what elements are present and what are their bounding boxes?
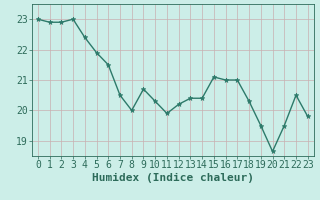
- X-axis label: Humidex (Indice chaleur): Humidex (Indice chaleur): [92, 173, 254, 183]
